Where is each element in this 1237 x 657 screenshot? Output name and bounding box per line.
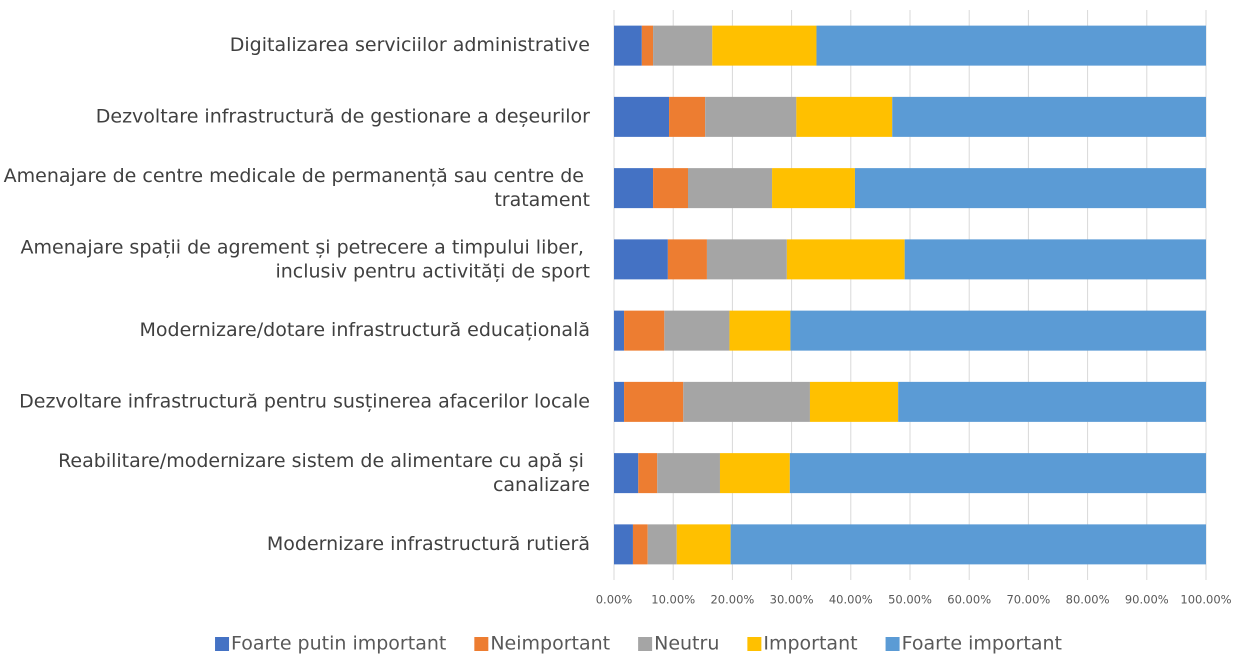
x-tick-label: 30.00% <box>770 593 814 607</box>
x-tick-label: 100.00% <box>1180 593 1231 607</box>
bar-segment <box>789 453 1206 494</box>
x-tick-label: 20.00% <box>710 593 754 607</box>
y-tick-label: Modernizare infrastructură rutieră <box>267 533 590 555</box>
x-tick-label: 10.00% <box>651 593 695 607</box>
bar-segment <box>786 239 905 280</box>
legend-label: Important <box>763 633 857 655</box>
x-tick-label: 60.00% <box>947 593 991 607</box>
x-tick-label: 40.00% <box>829 593 873 607</box>
bar-segment <box>796 96 893 137</box>
bar-segment <box>705 96 797 137</box>
x-tick-label: 90.00% <box>1125 593 1169 607</box>
bar-segment <box>664 310 730 351</box>
bar-segment <box>706 239 787 280</box>
legend-label: Foarte important <box>902 633 1062 655</box>
legend-swatch <box>638 637 653 651</box>
y-tick-label: Dezvoltare infrastructură de gestionare … <box>96 105 590 127</box>
bar-segment <box>647 524 677 565</box>
bar-segment <box>669 96 706 137</box>
bar-segment <box>854 168 1206 209</box>
bar-segment <box>614 524 633 565</box>
y-tick-label: Reabilitare/modernizare sistem de alimen… <box>58 450 590 496</box>
bar-segment <box>614 239 668 280</box>
bar-segment <box>653 168 688 209</box>
x-tick-label: 70.00% <box>1006 593 1050 607</box>
bar-segment <box>614 168 654 209</box>
bar-segment <box>898 381 1206 422</box>
bar-segment <box>614 25 642 66</box>
bar-segment <box>892 96 1206 137</box>
x-tick-label: 50.00% <box>888 593 932 607</box>
bar-segment <box>712 25 817 66</box>
bar-segment <box>624 310 665 351</box>
legend-swatch <box>215 637 230 651</box>
bar-segment <box>614 310 625 351</box>
bar-segment <box>772 168 855 209</box>
bar-segment <box>614 381 625 422</box>
bar-segment <box>688 168 773 209</box>
bar-segment <box>657 453 720 494</box>
bar-segment <box>719 453 790 494</box>
legend-label: Foarte putin important <box>231 633 446 655</box>
legend-swatch <box>474 637 489 651</box>
bar-segment <box>638 453 658 494</box>
y-tick-label: Digitalizarea serviciilor administrative <box>230 34 590 56</box>
bar-segment <box>790 310 1206 351</box>
x-tick-label: 80.00% <box>1066 593 1110 607</box>
bar-segment <box>624 381 684 422</box>
bar-segment <box>641 25 654 66</box>
bar-segment <box>667 239 707 280</box>
legend: Foarte putin important Neimportant Neutru I… <box>215 633 1062 655</box>
bar-segment <box>632 524 648 565</box>
legend-swatch <box>885 637 900 651</box>
x-tick-label: 0.00% <box>596 593 633 607</box>
y-tick-label: Dezvoltare infrastructură pentru susține… <box>19 390 590 412</box>
bar-segment <box>729 310 791 351</box>
y-tick-label: Amenajare spații de agrement și petrecer… <box>21 236 591 282</box>
bar-segment <box>904 239 1206 280</box>
legend-swatch <box>747 637 762 651</box>
bar-segment <box>676 524 731 565</box>
bar-segment <box>730 524 1206 565</box>
legend-label: Neimportant <box>490 633 610 655</box>
bar-segment <box>653 25 713 66</box>
bar-segment <box>614 453 639 494</box>
y-tick-label: Amenajare de centre medicale de permanen… <box>4 165 590 211</box>
legend-label: Neutru <box>654 633 719 655</box>
y-tick-label: Modernizare/dotare infrastructură educaț… <box>139 319 590 341</box>
bar-segment <box>809 381 899 422</box>
bar-segment <box>816 25 1206 66</box>
bar-segment <box>683 381 810 422</box>
bar-segment <box>614 96 670 137</box>
